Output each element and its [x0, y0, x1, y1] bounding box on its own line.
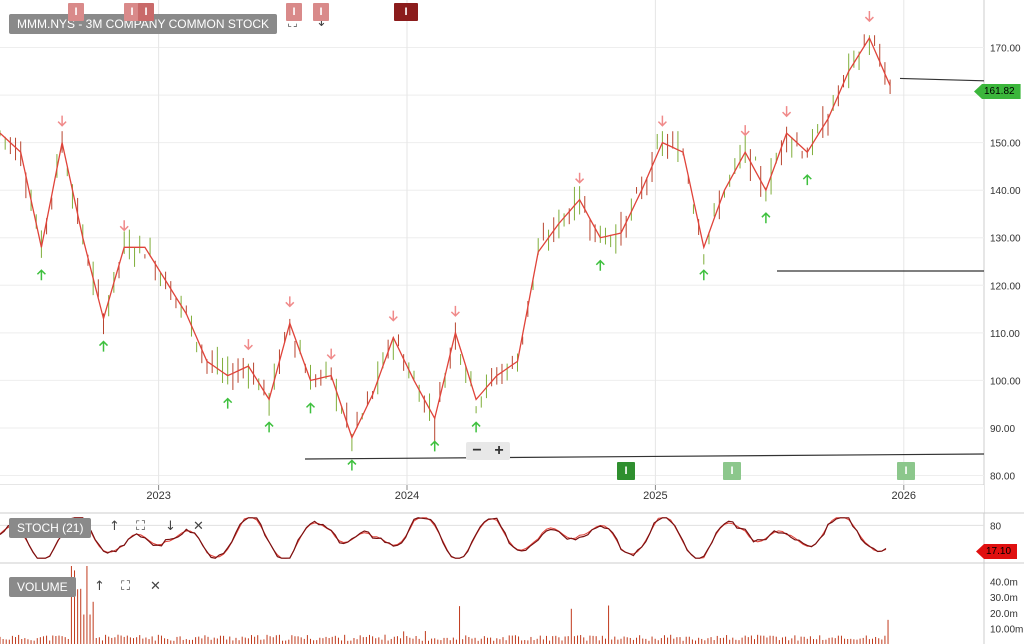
sell-signal-arrow — [57, 115, 67, 127]
stoch-tick-label: 80 — [990, 521, 1002, 532]
stoch-y-axis: 80 — [990, 521, 1002, 532]
volume-tick-label: 30.0m — [990, 593, 1018, 604]
volume-tick-label: 40.0m — [990, 578, 1018, 589]
time-x-axis: 2023 2024 2025 2026 — [146, 485, 916, 502]
zoom-control: − + — [466, 442, 510, 460]
x-axis-strip — [0, 485, 984, 513]
buy-signal-arrow — [761, 212, 771, 224]
sell-signal-arrow — [119, 220, 129, 232]
stoch-k-line — [0, 517, 887, 559]
expand-icon[interactable]: ⛶ — [136, 519, 146, 534]
event-marker[interactable]: I — [124, 3, 140, 21]
buy-signal-arrow — [699, 269, 709, 281]
x-tick-label: 2024 — [395, 490, 419, 502]
price-tick-label: 90.00 — [990, 424, 1015, 435]
volume-bars — [0, 566, 889, 644]
close-icon[interactable]: ✕ — [193, 519, 204, 534]
sell-signal-arrow — [388, 310, 398, 322]
zoom-out-button[interactable]: − — [472, 442, 482, 459]
x-tick-label: 2025 — [643, 490, 667, 502]
price-tick-label: 140.00 — [990, 186, 1021, 197]
price-tick-label: 120.00 — [990, 281, 1021, 292]
buy-signal-arrow — [36, 269, 46, 281]
price-tick-label: 130.00 — [990, 234, 1021, 245]
volume-tick-label: 20.0m — [990, 609, 1018, 620]
zoom-in-button[interactable]: + — [494, 442, 504, 459]
support-line — [304, 453, 985, 460]
buy-signal-arrow — [430, 440, 440, 452]
buy-signal-arrow — [305, 402, 316, 414]
volume-y-axis: 10.00m 20.0m 30.0m 40.0m — [990, 578, 1023, 636]
grid — [0, 0, 984, 485]
event-marker-green[interactable]: I — [897, 462, 915, 480]
stoch-d-line — [0, 517, 887, 559]
arrow-up-icon[interactable]: ↑ — [94, 579, 105, 594]
price-tick-label: 100.00 — [990, 376, 1021, 387]
support-line — [899, 77, 985, 82]
sell-signal-arrow — [285, 296, 295, 308]
stoch-pane-title: STOCH (21) — [9, 518, 92, 538]
buy-signal-arrow — [471, 421, 481, 433]
price-tick-label: 110.00 — [990, 329, 1020, 340]
price-moving-average-line — [0, 36, 891, 440]
event-marker-green[interactable]: I — [723, 462, 741, 480]
sell-signal-arrow — [575, 172, 585, 184]
price-tick-label: 150.00 — [990, 139, 1021, 150]
sell-signal-arrow — [782, 106, 792, 118]
arrow-down-icon[interactable]: ↓ — [165, 519, 176, 534]
sell-signal-arrow — [326, 348, 336, 360]
buy-signal-arrow — [595, 259, 605, 271]
volume-pane-title: VOLUME — [9, 577, 76, 597]
buy-signal-arrow — [802, 174, 812, 186]
buy-signal-arrow — [264, 421, 274, 433]
event-marker-green[interactable]: I — [617, 462, 635, 480]
signal-arrows — [36, 11, 874, 471]
x-tick-label: 2026 — [892, 490, 916, 502]
last-price-tag: 161.82 — [974, 84, 1021, 99]
event-marker[interactable]: I — [313, 3, 329, 21]
sell-signal-arrow — [657, 115, 667, 127]
sell-signal-arrow — [450, 305, 460, 317]
buy-signal-arrow — [223, 397, 233, 409]
buy-signal-arrow — [347, 459, 357, 471]
price-tick-label: 80.00 — [990, 471, 1015, 482]
close-icon[interactable]: ✕ — [150, 579, 161, 594]
expand-icon[interactable]: ⛶ — [288, 16, 298, 31]
expand-icon[interactable]: ⛶ — [121, 579, 131, 594]
stoch-lines — [0, 517, 984, 559]
event-marker[interactable]: I — [286, 3, 302, 21]
sell-signal-arrow — [740, 125, 750, 137]
support-lines — [304, 77, 985, 460]
volume-tick-label: 10.00m — [990, 624, 1023, 635]
sell-signal-arrow — [864, 11, 874, 23]
price-y-axis: 80.00 90.00 100.00 110.00 120.00 130.00 140.00… — [990, 44, 1021, 483]
event-marker[interactable]: I — [68, 3, 84, 21]
buy-signal-arrow — [98, 340, 109, 352]
event-marker[interactable]: I — [394, 3, 418, 21]
x-tick-label: 2023 — [146, 490, 170, 502]
arrow-down-icon[interactable]: ↓ — [316, 15, 327, 30]
price-candles — [0, 34, 891, 452]
sell-signal-arrow — [243, 339, 253, 351]
price-tick-label: 170.00 — [990, 44, 1021, 55]
event-marker[interactable]: I — [138, 3, 154, 21]
arrow-up-icon[interactable]: ↑ — [109, 519, 120, 534]
stoch-last-value-tag: 17.10 — [976, 544, 1018, 559]
